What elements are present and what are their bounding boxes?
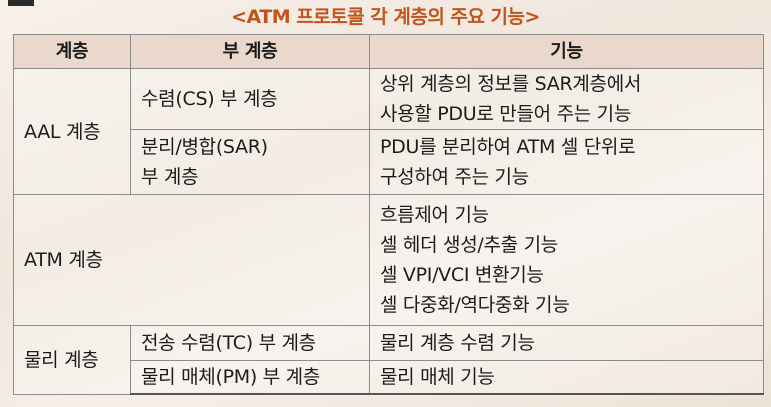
sar-function-line-2: 구성하여 주는 기능 — [380, 166, 529, 188]
atm-layer-table: 계층 부 계층 기능 AAL 계층 수렴(CS) 부 계층 상위 계층의 정보를… — [13, 34, 764, 395]
table-row: 물리 매체(PM) 부 계층 물리 매체 기능 — [14, 360, 764, 395]
corner-mark — [8, 0, 34, 6]
pm-sublayer-cell: 물리 매체(PM) 부 계층 — [130, 360, 370, 395]
cs-sublayer-cell: 수렴(CS) 부 계층 — [130, 68, 370, 130]
atm-function-line-1: 흐름제어 기능 — [380, 204, 489, 226]
cs-function-line-1: 상위 계층의 정보를 SAR계층에서 — [380, 73, 642, 95]
atm-function-line-3: 셀 VPI/VCI 변환기능 — [380, 264, 544, 286]
cs-function-cell: 상위 계층의 정보를 SAR계층에서 사용할 PDU로 만들어 주는 기능 — [369, 68, 764, 130]
table-row: 분리/병합(SAR) 부 계층 PDU를 분리하여 ATM 셀 단위로 구성하여… — [14, 129, 764, 195]
sar-sublayer-line-1: 분리/병합(SAR) — [141, 136, 268, 158]
sar-sublayer-line-2: 부 계층 — [141, 166, 199, 188]
table-title: <ATM 프로토콜 각 계층의 주요 기능> — [231, 6, 540, 28]
table-row: AAL 계층 수렴(CS) 부 계층 상위 계층의 정보를 SAR계층에서 사용… — [13, 68, 764, 195]
header-function: 기능 — [369, 34, 764, 69]
atm-function-line-2: 셀 헤더 생성/추출 기능 — [380, 234, 558, 256]
table-row: ATM 계층 흐름제어 기능 셀 헤더 생성/추출 기능 셀 VPI/VCI 변… — [13, 194, 764, 326]
pm-function-cell: 물리 매체 기능 — [369, 360, 764, 395]
physical-layer-cell: 물리 계층 — [13, 325, 131, 395]
header-layer: 계층 — [13, 34, 131, 69]
header-row: 계층 부 계층 기능 — [13, 34, 764, 69]
tc-sublayer-cell: 전송 수렴(TC) 부 계층 — [130, 325, 370, 361]
atm-layer-cell: ATM 계층 — [13, 194, 370, 326]
sar-function-line-1: PDU를 분리하여 ATM 셀 단위로 — [380, 136, 636, 158]
atm-function-line-4: 셀 다중화/역다중화 기능 — [380, 294, 570, 316]
header-sublayer: 부 계층 — [130, 34, 370, 69]
cs-function-line-2: 사용할 PDU로 만들어 주는 기능 — [380, 103, 632, 125]
sar-function-cell: PDU를 분리하여 ATM 셀 단위로 구성하여 주는 기능 — [369, 129, 764, 195]
sar-sublayer-cell: 분리/병합(SAR) 부 계층 — [130, 129, 370, 195]
tc-function-cell: 물리 계층 수렴 기능 — [369, 325, 764, 361]
atm-function-cell: 흐름제어 기능 셀 헤더 생성/추출 기능 셀 VPI/VCI 변환기능 셀 다… — [369, 194, 764, 326]
aal-layer-cell: AAL 계층 — [13, 68, 131, 195]
table-row: 물리 계층 전송 수렴(TC) 부 계층 물리 계층 수렴 기능 — [13, 325, 764, 395]
